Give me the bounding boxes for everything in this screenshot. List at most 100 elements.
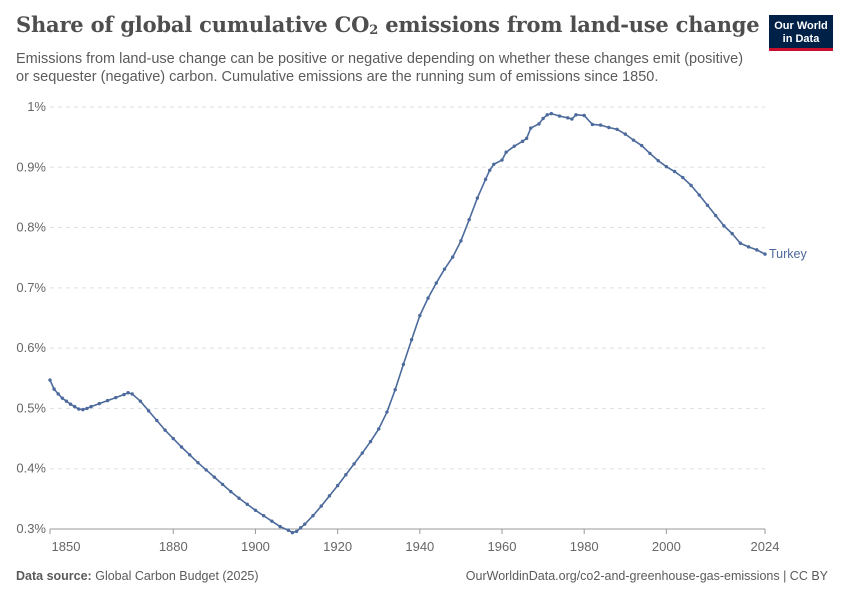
data-point: [434, 281, 438, 285]
data-point: [713, 213, 718, 218]
data-point: [385, 410, 389, 414]
x-tick-label: 1960: [488, 539, 517, 554]
data-point: [72, 404, 77, 409]
x-tick-label: 2024: [751, 539, 780, 554]
data-point: [623, 132, 627, 136]
data-point: [85, 406, 89, 411]
data-point: [290, 530, 295, 535]
data-point: [640, 143, 644, 148]
x-tick-label: 1920: [323, 539, 352, 554]
series-label-turkey[interactable]: Turkey: [769, 247, 807, 261]
data-point: [286, 528, 291, 532]
data-point: [426, 296, 430, 300]
data-point: [229, 489, 233, 494]
data-point: [220, 482, 225, 487]
logo-line-1: Our World: [774, 20, 828, 32]
y-tick-label: 0.5%: [16, 400, 46, 415]
data-point: [500, 158, 504, 162]
data-point: [664, 164, 669, 169]
chart-title-subscript: 2: [369, 23, 379, 38]
data-point: [755, 248, 759, 252]
data-point: [105, 398, 110, 403]
data-point: [130, 392, 134, 396]
data-point: [60, 396, 65, 400]
y-tick-label: 0.9%: [16, 159, 46, 174]
x-tick-label: 1940: [405, 539, 434, 554]
data-point: [171, 436, 175, 441]
data-point: [504, 150, 508, 154]
data-point: [520, 139, 525, 144]
chart-title-main: Share of global cumulative CO: [16, 12, 370, 37]
data-point: [615, 127, 619, 132]
chart-title-rest: emissions from land-use change: [378, 12, 760, 37]
data-point: [393, 388, 397, 392]
data-point: [335, 483, 340, 488]
data-source-label: Data source:: [16, 569, 92, 583]
data-point: [368, 439, 373, 444]
data-point: [97, 401, 102, 406]
data-point: [722, 224, 726, 228]
data-point: [451, 255, 455, 259]
data-point: [64, 399, 69, 403]
data-point: [48, 378, 52, 382]
y-tick-label: 0.8%: [16, 220, 46, 235]
data-point: [570, 117, 574, 121]
y-tick-label: 0.4%: [16, 461, 46, 476]
x-tick-label: 1850: [52, 539, 81, 554]
data-point: [656, 158, 660, 163]
data-point: [122, 392, 126, 397]
data-point: [303, 522, 307, 526]
series-line-turkey: [49, 112, 766, 534]
data-point: [557, 114, 562, 118]
data-point: [409, 338, 414, 342]
data-point: [237, 496, 241, 500]
data-point: [459, 239, 463, 243]
data-point: [529, 126, 533, 130]
data-point: [512, 144, 517, 148]
data-point: [56, 392, 60, 396]
data-point: [89, 404, 93, 409]
x-tick-label: 1980: [570, 539, 599, 554]
data-point: [360, 451, 364, 455]
data-point: [697, 193, 701, 197]
y-tick-label: 0.3%: [16, 521, 46, 536]
data-point: [344, 473, 348, 477]
data-point: [81, 407, 85, 412]
x-tick-label: 1880: [159, 539, 188, 554]
data-point: [196, 460, 200, 465]
data-point: [319, 504, 323, 508]
data-source-value: Global Carbon Budget (2025): [95, 569, 259, 583]
data-point: [582, 113, 586, 118]
data-point: [672, 169, 677, 174]
data-point: [545, 113, 549, 117]
data-point: [492, 162, 496, 166]
line-chart: 0.3% 0.4% 0.5% 0.6% 0.7% 0.8% 0.9% 1% 1850 1880 19…: [16, 99, 807, 554]
data-point: [574, 113, 578, 117]
axis-layer: 0.3% 0.4% 0.5% 0.6% 0.7% 0.8% 0.9% 1% 1850 1880 19…: [16, 99, 779, 554]
logo-line-2: in Data: [782, 32, 820, 45]
data-point: [155, 418, 159, 423]
data-point: [566, 116, 570, 120]
data-point: [327, 494, 332, 498]
data-point: [245, 502, 249, 506]
data-point: [278, 524, 282, 529]
data-point: [401, 362, 406, 367]
data-point: [631, 138, 636, 142]
data-source: Data source: Global Carbon Budget (2025): [16, 569, 259, 583]
data-point: [126, 391, 130, 395]
data-point: [270, 519, 274, 523]
data-point: [738, 241, 743, 245]
data-point: [705, 203, 710, 207]
data-point: [311, 514, 315, 518]
y-tick-label: 1%: [27, 99, 46, 114]
data-point: [77, 407, 81, 411]
x-tick-label: 2000: [652, 539, 681, 554]
data-point: [52, 387, 56, 391]
chart-title: Share of global cumulative CO2 emissions…: [16, 12, 760, 38]
data-point: [475, 196, 480, 200]
owid-logo[interactable]: Our World in Data: [769, 15, 833, 51]
data-point: [541, 116, 545, 121]
source-url[interactable]: OurWorldinData.org/co2-and-greenhouse-ga…: [465, 569, 828, 583]
data-point: [467, 218, 471, 222]
data-point: [253, 508, 258, 513]
